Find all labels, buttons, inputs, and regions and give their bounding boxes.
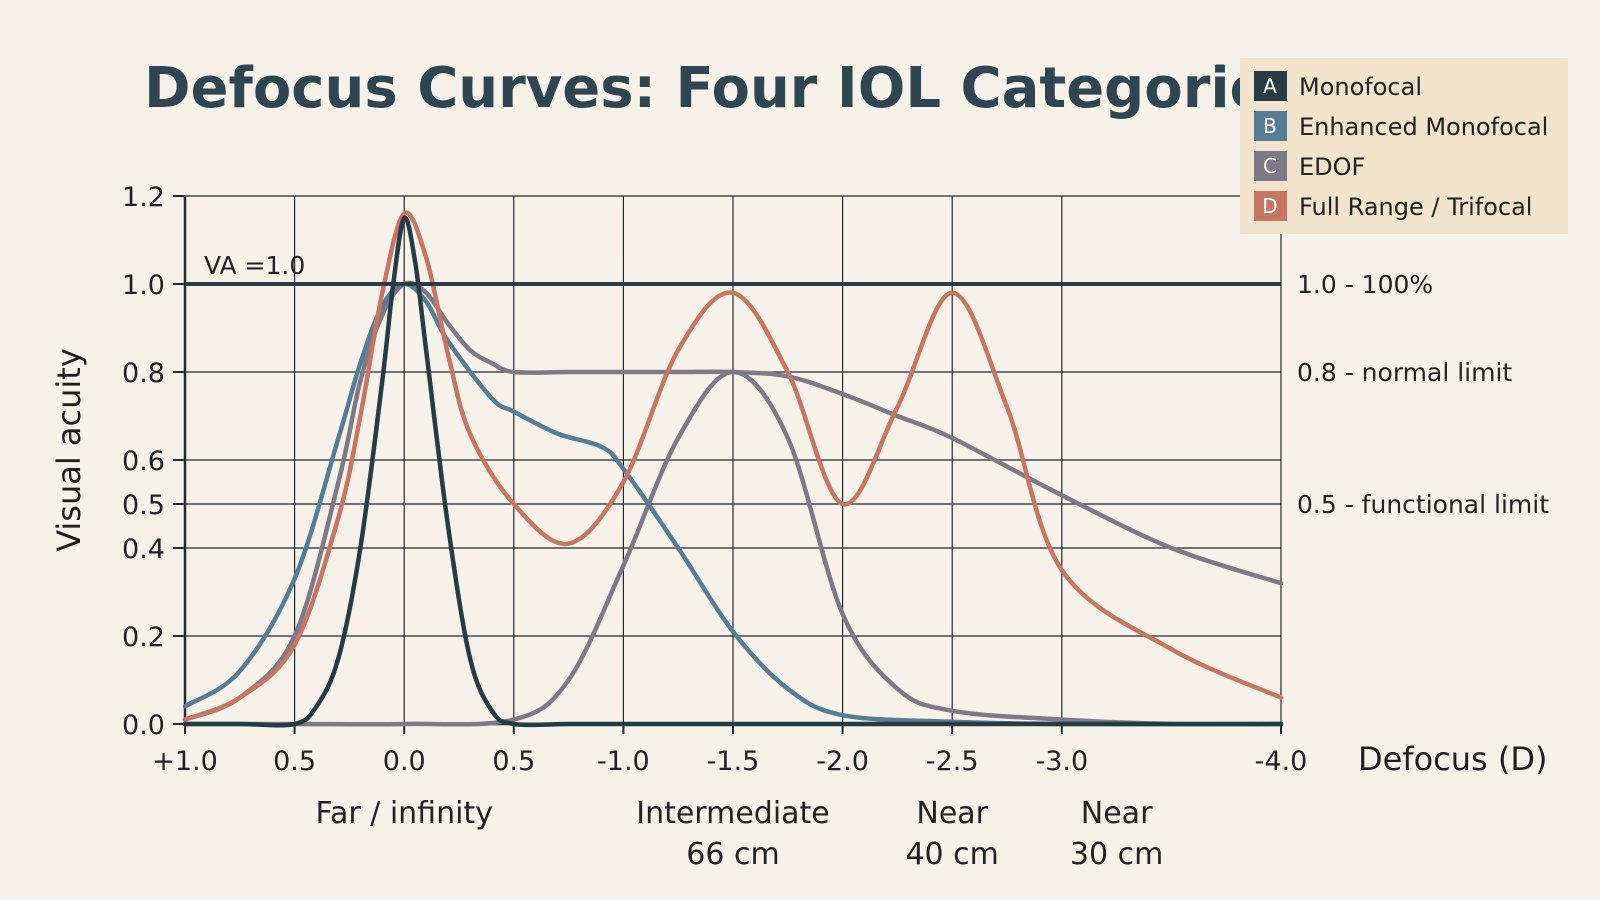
series-line-C bbox=[182, 280, 1284, 722]
distance-label: 30 cm bbox=[1070, 837, 1163, 872]
x-axis-title: Defocus (D) bbox=[1358, 740, 1548, 778]
y-tick-label: 0.5 bbox=[122, 490, 165, 521]
series-line-D bbox=[182, 210, 1284, 722]
x-tick-label: -2.5 bbox=[926, 746, 979, 777]
legend-box bbox=[1240, 58, 1568, 234]
y-axis-title: Visual acuity bbox=[50, 348, 88, 552]
distance-label: 66 cm bbox=[686, 837, 779, 872]
series-line-B bbox=[182, 281, 1284, 727]
reference-line-label: VA =1.0 bbox=[204, 251, 305, 280]
legend-entry: EDOF bbox=[1299, 153, 1365, 181]
right-annotation: 0.5 - functional limit bbox=[1297, 490, 1549, 519]
legend: A Monofocal B Enhanced Monofocal C EDOF D Full … bbox=[1240, 58, 1568, 234]
grid-lines bbox=[185, 195, 1282, 724]
x-tick-label: +1.0 bbox=[152, 746, 218, 777]
legend-key: B bbox=[1263, 114, 1277, 138]
x-tick-label: 0.5 bbox=[492, 746, 535, 777]
right-annotation: 0.8 - normal limit bbox=[1297, 358, 1512, 387]
legend-key: D bbox=[1262, 194, 1277, 218]
distance-label: 40 cm bbox=[905, 837, 998, 872]
legend-entry: Monofocal bbox=[1299, 73, 1422, 101]
y-tick-label: 0.8 bbox=[122, 358, 165, 389]
legend-swatch bbox=[1254, 111, 1287, 141]
y-tick-label: 1.0 bbox=[122, 270, 165, 301]
x-tick-label: -3.0 bbox=[1035, 746, 1088, 777]
chart-title: Defocus Curves: Four IOL Categories bbox=[144, 56, 1301, 121]
right-annotations: 1.0 - 100% 0.8 - normal limit 0.5 - functi… bbox=[1297, 270, 1549, 519]
series-line-A bbox=[182, 215, 1284, 728]
distance-labels: Far / infinity Intermediate 66 cm Near 40 cm… bbox=[315, 796, 1163, 872]
y-tick-labels: 0.0 0.2 0.4 0.5 0.6 0.8 1.0 1.2 bbox=[122, 182, 165, 741]
y-tick-label: 0.0 bbox=[122, 710, 165, 741]
legend-key: A bbox=[1263, 74, 1277, 98]
distance-label: Near bbox=[916, 796, 988, 831]
legend-swatch bbox=[1254, 151, 1287, 181]
x-tick-label: -1.0 bbox=[597, 746, 650, 777]
x-tick-label: 0.0 bbox=[383, 746, 426, 777]
distance-label: Near bbox=[1081, 796, 1153, 831]
legend-swatch bbox=[1254, 191, 1287, 221]
x-tick-label: -2.0 bbox=[816, 746, 869, 777]
series-lines bbox=[182, 210, 1284, 728]
legend-entry: Full Range / Trifocal bbox=[1299, 193, 1532, 221]
y-tick-label: 0.4 bbox=[122, 534, 165, 565]
y-tick-label: 1.2 bbox=[122, 182, 165, 213]
x-tick-label: -4.0 bbox=[1255, 746, 1308, 777]
reference-line: VA =1.0 bbox=[185, 251, 1281, 286]
y-tick-label: 0.6 bbox=[122, 446, 165, 477]
x-tick-label: -1.5 bbox=[707, 746, 760, 777]
y-tick-label: 0.2 bbox=[122, 622, 165, 653]
x-tick-labels: +1.0 0.5 0.0 0.5 -1.0 -1.5 -2.0 -2.5 -3.0 -4.0 bbox=[152, 746, 1307, 777]
legend-swatch bbox=[1254, 71, 1287, 101]
distance-label: Far / infinity bbox=[315, 796, 493, 831]
legend-key: C bbox=[1263, 154, 1277, 178]
x-tick-label: 0.5 bbox=[273, 746, 316, 777]
right-annotation: 1.0 - 100% bbox=[1297, 270, 1433, 299]
legend-entry: Enhanced Monofocal bbox=[1299, 113, 1548, 141]
distance-label: Intermediate bbox=[636, 796, 830, 831]
